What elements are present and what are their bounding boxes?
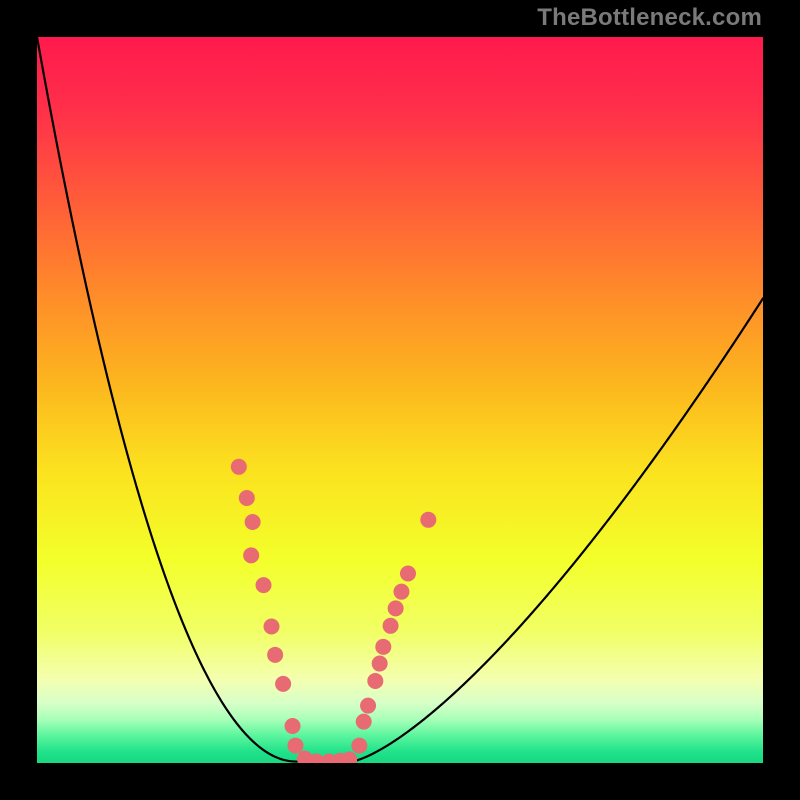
data-dot <box>400 566 416 582</box>
data-dot <box>393 584 409 600</box>
chart-frame: TheBottleneck.com <box>0 0 800 800</box>
data-dot <box>356 714 372 730</box>
data-dot <box>239 490 255 506</box>
data-dot <box>287 738 303 754</box>
data-dot <box>388 600 404 616</box>
data-dot <box>351 738 367 754</box>
data-dot <box>372 656 388 672</box>
data-dot <box>267 647 283 663</box>
bottleneck-chart <box>0 0 800 800</box>
data-dot <box>264 619 280 635</box>
data-dot <box>420 512 436 528</box>
data-dot <box>367 673 383 689</box>
data-dot <box>245 514 261 530</box>
watermark-text: TheBottleneck.com <box>537 4 762 32</box>
data-dot <box>256 577 272 593</box>
data-dot <box>360 698 376 714</box>
data-dot <box>275 676 291 692</box>
data-dot <box>375 639 391 655</box>
data-dot <box>243 547 259 563</box>
data-dot <box>383 618 399 634</box>
data-dot <box>231 459 247 475</box>
data-dot <box>285 718 301 734</box>
